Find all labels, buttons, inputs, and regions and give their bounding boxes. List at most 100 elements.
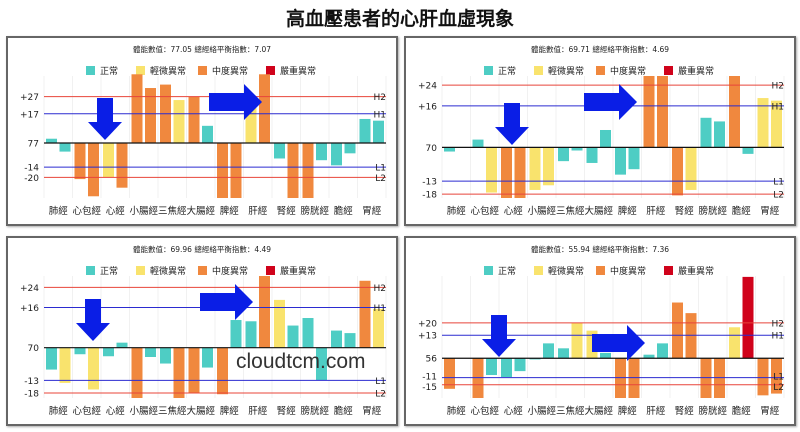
bar-大腸經-right bbox=[202, 347, 213, 368]
bar-三焦經-right bbox=[571, 147, 583, 151]
bar-腎經-right bbox=[685, 147, 697, 190]
chart-panel-3: 體能數值：69.96 總經絡平衡指數：4.49 正常 輕微異常 中度異常 嚴重異常 +24… bbox=[6, 236, 398, 426]
category-label: 心經 bbox=[504, 205, 524, 217]
category-label: 肺經 bbox=[49, 405, 69, 417]
tick-label: -13 bbox=[24, 377, 39, 387]
bar-腎經-left bbox=[274, 143, 285, 159]
threshold-label-L1: L1 bbox=[375, 163, 386, 173]
tick-label: +17 bbox=[20, 110, 39, 120]
tick-label: +24 bbox=[418, 82, 437, 92]
legend-swatch-severe bbox=[664, 266, 673, 275]
legend-label-normal: 正常 bbox=[100, 65, 118, 77]
page-title: 高血壓患者的心肝血虛現象 bbox=[285, 8, 514, 30]
category-label: 胃經 bbox=[760, 205, 780, 217]
category-label: 心經 bbox=[106, 405, 126, 417]
threshold-label-H2: H2 bbox=[772, 319, 785, 329]
category-label: 胃經 bbox=[760, 405, 780, 417]
bar-肺經-left bbox=[46, 347, 57, 370]
bar-小腸經-right bbox=[145, 88, 156, 144]
chart-header: 體能數值：55.94 總經絡平衡指數：7.36 bbox=[531, 244, 669, 254]
category-label: 脾經 bbox=[618, 205, 638, 217]
legend-swatch-mild bbox=[534, 66, 543, 75]
bar-腎經-left bbox=[274, 299, 285, 348]
category-label: 心包經 bbox=[72, 405, 101, 417]
right-arrow-icon bbox=[584, 84, 637, 120]
bar-三焦經-left bbox=[160, 347, 171, 364]
category-label: 肝經 bbox=[248, 405, 268, 417]
category-label: 大腸經 bbox=[186, 405, 215, 417]
bar-胃經-left bbox=[757, 358, 769, 396]
legend-swatch-moderate bbox=[596, 66, 605, 75]
tick-label: +13 bbox=[418, 332, 437, 342]
bar-肺經-right bbox=[59, 347, 71, 383]
bar-肺經-left bbox=[444, 147, 455, 152]
category-label: 三焦經 bbox=[158, 405, 187, 417]
bar-肝經-left bbox=[643, 354, 655, 359]
threshold-label-L2: L2 bbox=[773, 191, 784, 201]
bar-胃經-left bbox=[757, 98, 769, 148]
threshold-label-L2: L2 bbox=[375, 174, 386, 184]
bar-脾經-left bbox=[615, 147, 626, 175]
category-label: 心經 bbox=[106, 205, 126, 217]
threshold-label-H2: H2 bbox=[374, 284, 387, 294]
category-label: 心包經 bbox=[470, 405, 499, 417]
category-label: 腎經 bbox=[675, 405, 695, 417]
legend-swatch-normal bbox=[86, 266, 95, 275]
bar-三焦經-right bbox=[571, 322, 583, 359]
threshold-label-H2: H2 bbox=[374, 93, 387, 103]
legend-label-moderate: 中度異常 bbox=[212, 265, 248, 277]
legend-swatch-moderate bbox=[198, 266, 207, 275]
bar-肝經-left bbox=[245, 106, 257, 144]
right-arrow-icon bbox=[209, 84, 262, 120]
bar-三焦經-left bbox=[558, 348, 569, 359]
bar-膀胱經-left bbox=[302, 143, 314, 198]
bar-心經-left bbox=[501, 358, 512, 378]
bar-脾經-left bbox=[217, 347, 228, 395]
legend-swatch-severe bbox=[266, 66, 275, 75]
legend-swatch-severe bbox=[664, 66, 673, 75]
bar-心包經-right bbox=[486, 358, 497, 376]
category-label: 腎經 bbox=[277, 405, 297, 417]
bar-小腸經-right bbox=[145, 347, 156, 357]
bar-脾經-right bbox=[628, 147, 640, 170]
category-label: 脾經 bbox=[220, 405, 240, 417]
category-label: 小腸經 bbox=[129, 405, 158, 417]
bar-心經-left bbox=[501, 147, 512, 198]
bar-chart: 體能數值：77.05 總經絡平衡指數：7.07 正常 輕微異常 中度異常 嚴重異常 +27… bbox=[20, 44, 387, 217]
bar-膽經-left bbox=[331, 330, 342, 348]
bar-肝經-right bbox=[657, 343, 668, 359]
category-label: 三焦經 bbox=[556, 205, 585, 217]
bar-脾經-left bbox=[217, 143, 228, 198]
chart-panel-1: 體能數值：77.05 總經絡平衡指數：7.07 正常 輕微異常 中度異常 嚴重異常 +27… bbox=[6, 36, 398, 226]
category-label: 腎經 bbox=[675, 205, 695, 217]
legend-label-severe: 嚴重異常 bbox=[280, 65, 316, 77]
down-arrow-icon bbox=[76, 299, 110, 341]
tick-label: +16 bbox=[418, 102, 437, 112]
category-label: 大腸經 bbox=[186, 205, 215, 217]
legend-label-mild: 輕微異常 bbox=[150, 65, 186, 77]
bar-小腸經-left bbox=[131, 74, 143, 144]
bar-心經-right bbox=[514, 358, 526, 372]
legend-label-moderate: 中度異常 bbox=[610, 265, 646, 277]
bar-大腸經-right bbox=[600, 352, 611, 359]
bar-心包經-left bbox=[74, 143, 86, 180]
category-label: 三焦經 bbox=[158, 205, 187, 217]
bar-膽經-left bbox=[331, 143, 342, 166]
bar-chart: 體能數值：55.94 總經絡平衡指數：7.36 正常 輕微異常 中度異常 嚴重異常 +20… bbox=[418, 244, 785, 417]
legend-label-mild: 輕微異常 bbox=[548, 65, 584, 77]
category-label: 小腸經 bbox=[129, 205, 158, 217]
down-arrow-icon bbox=[482, 315, 516, 357]
legend-swatch-normal bbox=[484, 266, 493, 275]
bar-心經-right bbox=[514, 147, 526, 198]
bar-大腸經-right bbox=[202, 125, 213, 144]
bar-chart: 體能數值：69.71 總經絡平衡指數：4.69 正常 輕微異常 中度異常 嚴重異常 +24… bbox=[418, 44, 785, 217]
bar-三焦經-right bbox=[173, 347, 185, 398]
category-label: 小腸經 bbox=[527, 405, 556, 417]
bar-膀胱經-left bbox=[700, 117, 712, 148]
bar-肝經-left bbox=[643, 76, 655, 148]
bar-腎經-left bbox=[672, 302, 683, 359]
bar-胃經-right bbox=[373, 308, 384, 348]
bar-肝經-right bbox=[259, 74, 270, 144]
legend-label-normal: 正常 bbox=[498, 65, 516, 77]
category-label: 膀胱經 bbox=[698, 405, 727, 417]
